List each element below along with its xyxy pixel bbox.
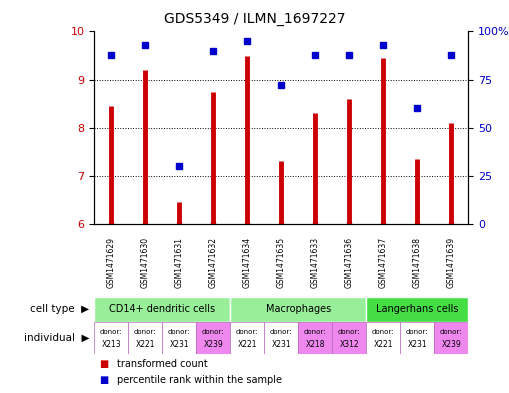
Text: X231: X231 bbox=[407, 340, 427, 349]
Text: donor:: donor: bbox=[270, 329, 293, 335]
Text: Macrophages: Macrophages bbox=[266, 305, 331, 314]
Text: GDS5349 / ILMN_1697227: GDS5349 / ILMN_1697227 bbox=[164, 12, 345, 26]
Text: X221: X221 bbox=[238, 340, 257, 349]
Text: transformed count: transformed count bbox=[117, 358, 208, 369]
Text: X231: X231 bbox=[169, 340, 189, 349]
Text: GSM1471636: GSM1471636 bbox=[345, 237, 354, 288]
Text: GSM1471630: GSM1471630 bbox=[140, 237, 150, 288]
Text: GSM1471632: GSM1471632 bbox=[209, 237, 218, 288]
Text: GSM1471639: GSM1471639 bbox=[447, 237, 456, 288]
Text: GSM1471635: GSM1471635 bbox=[277, 237, 286, 288]
Text: donor:: donor: bbox=[168, 329, 190, 335]
Text: GSM1471631: GSM1471631 bbox=[175, 237, 184, 288]
Text: donor:: donor: bbox=[134, 329, 156, 335]
Text: X239: X239 bbox=[441, 340, 461, 349]
Text: donor:: donor: bbox=[440, 329, 463, 335]
Text: donor:: donor: bbox=[372, 329, 394, 335]
Bar bbox=[162, 322, 196, 354]
Text: X231: X231 bbox=[271, 340, 291, 349]
Text: CD14+ dendritic cells: CD14+ dendritic cells bbox=[109, 305, 215, 314]
Text: donor:: donor: bbox=[304, 329, 326, 335]
Bar bbox=[434, 322, 468, 354]
Text: GSM1471629: GSM1471629 bbox=[107, 237, 116, 288]
Text: donor:: donor: bbox=[236, 329, 259, 335]
Bar bbox=[94, 322, 128, 354]
Bar bbox=[298, 322, 332, 354]
Text: X312: X312 bbox=[340, 340, 359, 349]
Bar bbox=[230, 322, 264, 354]
Text: Langerhans cells: Langerhans cells bbox=[376, 305, 459, 314]
Bar bbox=[128, 322, 162, 354]
Text: GSM1471633: GSM1471633 bbox=[310, 237, 320, 288]
Bar bbox=[400, 322, 434, 354]
Text: donor:: donor: bbox=[338, 329, 360, 335]
Text: individual  ▶: individual ▶ bbox=[23, 333, 89, 343]
Text: donor:: donor: bbox=[406, 329, 429, 335]
Bar bbox=[94, 297, 230, 322]
Text: GSM1471637: GSM1471637 bbox=[379, 237, 388, 288]
Bar bbox=[332, 322, 366, 354]
Text: donor:: donor: bbox=[202, 329, 224, 335]
Text: X239: X239 bbox=[203, 340, 223, 349]
Bar bbox=[196, 322, 230, 354]
Text: GSM1471638: GSM1471638 bbox=[413, 237, 422, 288]
Text: GSM1471634: GSM1471634 bbox=[243, 237, 252, 288]
Bar bbox=[230, 297, 366, 322]
Text: cell type  ▶: cell type ▶ bbox=[30, 305, 89, 314]
Bar bbox=[366, 297, 468, 322]
Text: donor:: donor: bbox=[100, 329, 123, 335]
Bar bbox=[366, 322, 400, 354]
Text: X213: X213 bbox=[101, 340, 121, 349]
Text: X221: X221 bbox=[135, 340, 155, 349]
Text: X221: X221 bbox=[374, 340, 393, 349]
Text: X218: X218 bbox=[305, 340, 325, 349]
Text: ■: ■ bbox=[99, 375, 108, 385]
Text: ■: ■ bbox=[99, 358, 108, 369]
Bar bbox=[264, 322, 298, 354]
Text: percentile rank within the sample: percentile rank within the sample bbox=[117, 375, 282, 385]
